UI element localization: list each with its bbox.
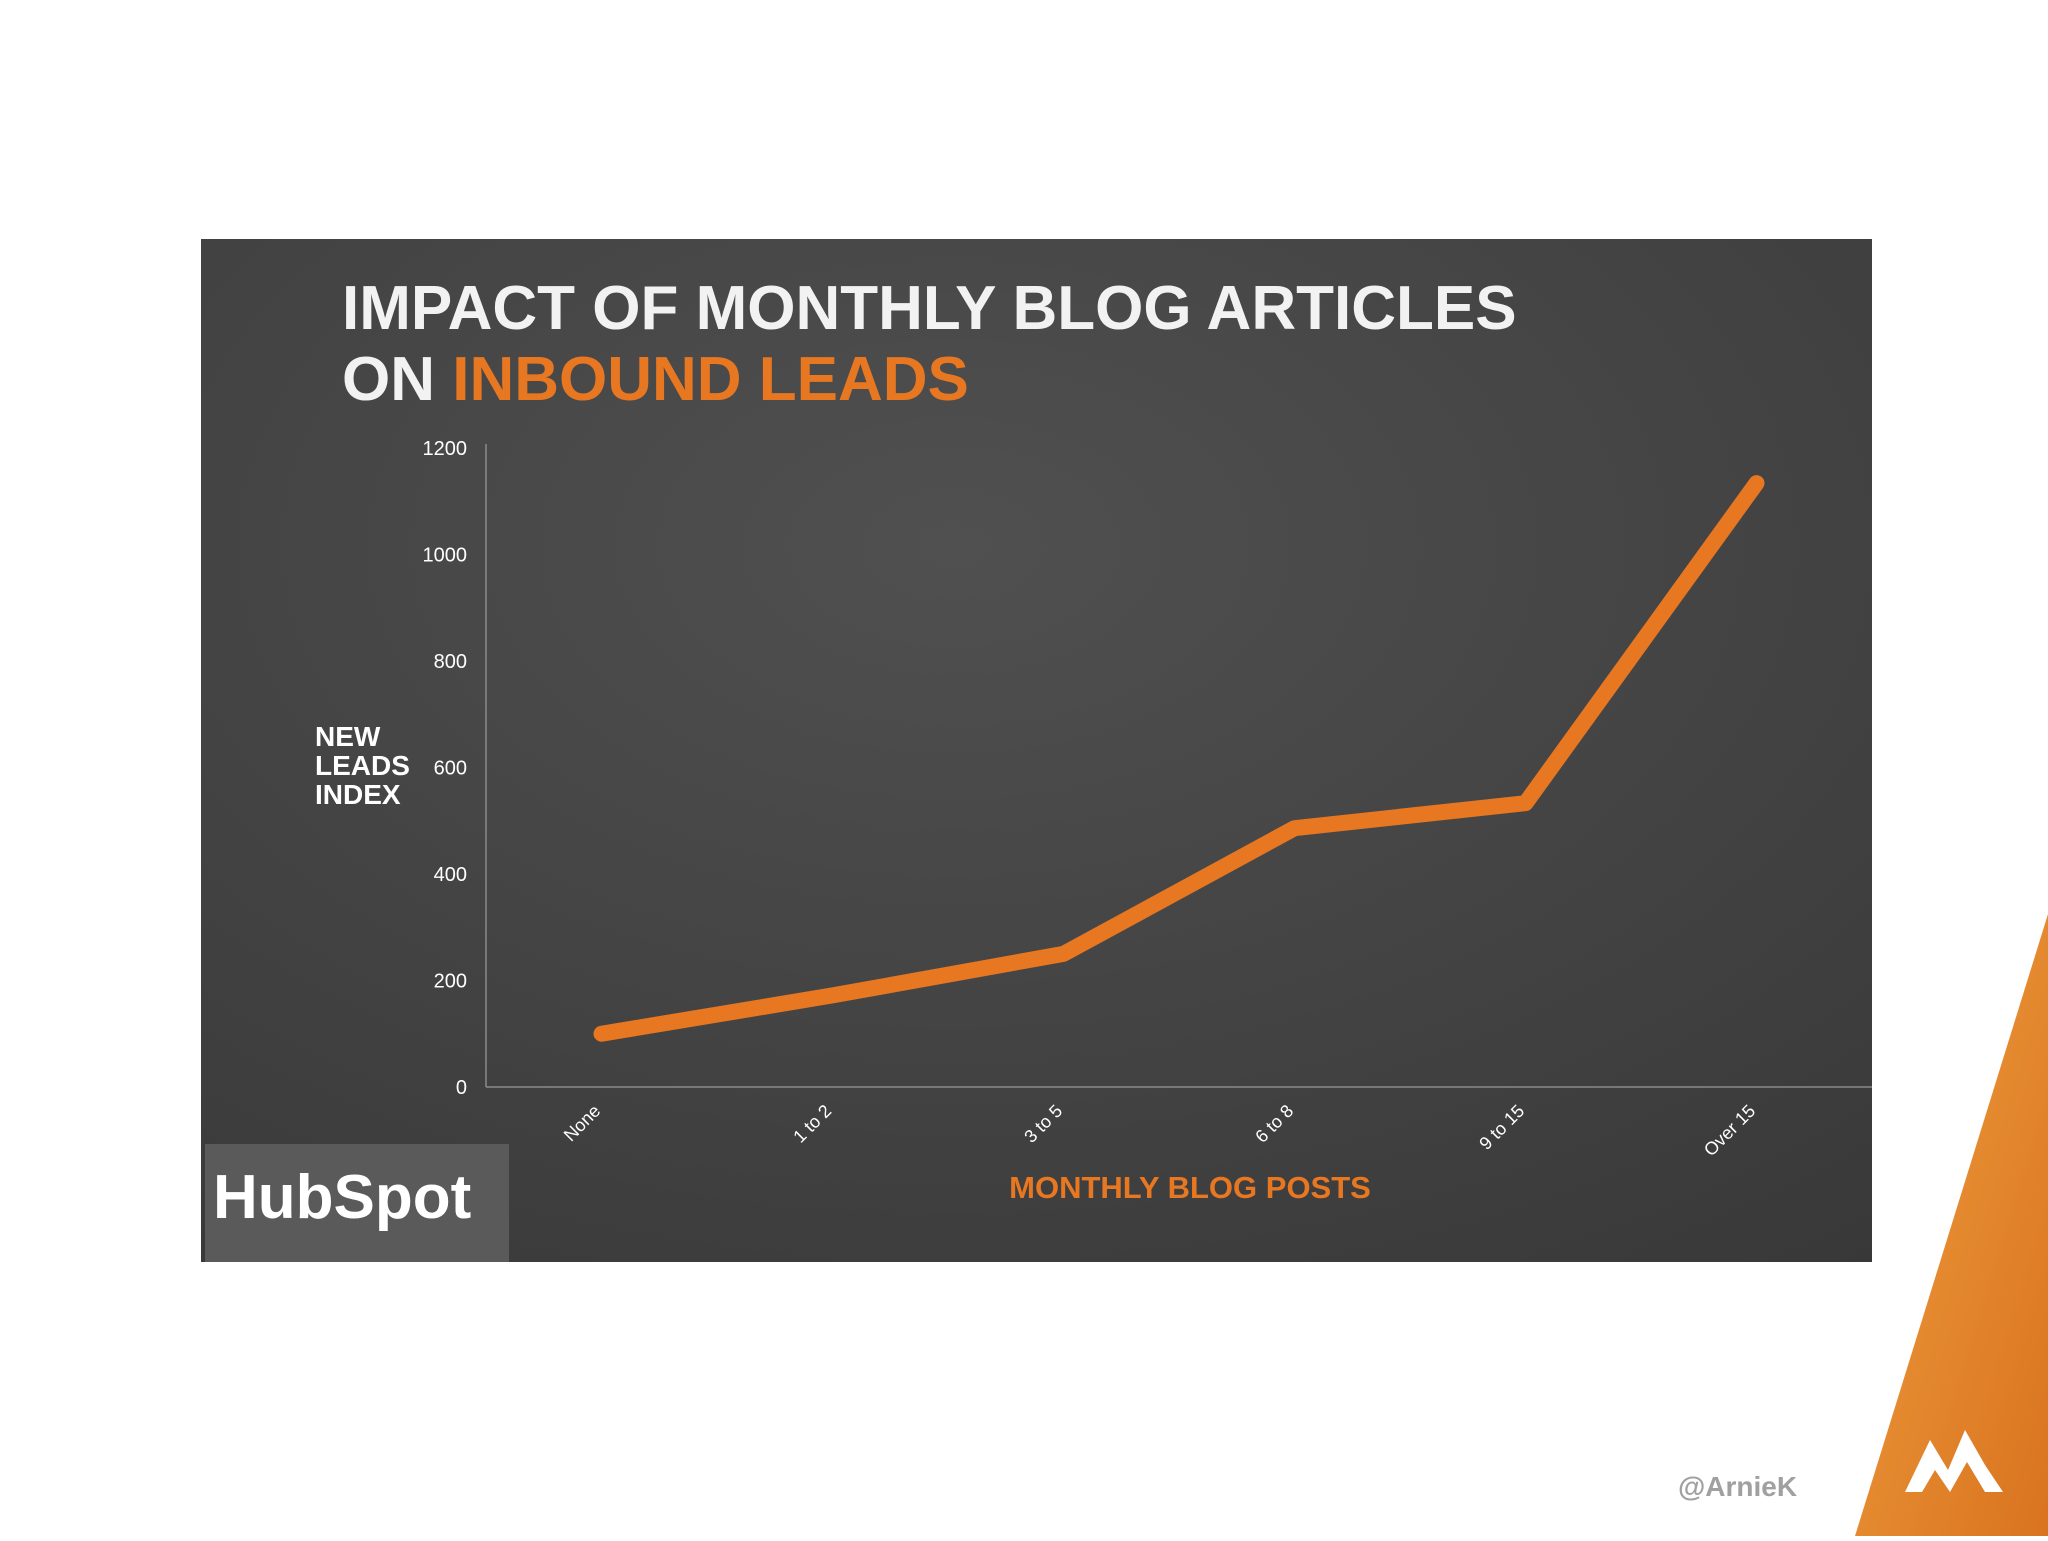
- y-tick-label: 1000: [423, 545, 468, 567]
- line-series: [593, 475, 1765, 1042]
- logo-text: HubSpot: [213, 1163, 471, 1232]
- title-line2: ON INBOUND LEADS: [342, 345, 969, 414]
- y-tick-label: 400: [434, 864, 467, 886]
- y-tick-label: 0: [456, 1077, 467, 1099]
- y-tick-label: 1200: [423, 438, 468, 460]
- y-tick-label: 200: [434, 971, 467, 993]
- y-axis-label: LEADS: [315, 750, 410, 781]
- y-tick-label: 600: [434, 758, 467, 780]
- x-axis-label: MONTHLY BLOG POSTS: [1009, 1170, 1371, 1205]
- title-prefix: ON: [342, 345, 435, 414]
- logo-box: [205, 1144, 509, 1262]
- chart-panel: [201, 239, 1872, 1262]
- title-line1: IMPACT OF MONTHLY BLOG ARTICLES: [342, 274, 1517, 343]
- corner-accent: [1855, 914, 2048, 1536]
- title-highlight: INBOUND LEADS: [452, 345, 969, 414]
- y-tick-label: 800: [434, 651, 467, 673]
- handle: @ArnieK: [1678, 1471, 1797, 1502]
- corner-logo: [1905, 1430, 2003, 1492]
- y-axis-label: NEW: [315, 721, 381, 752]
- y-axis-label: INDEX: [315, 779, 401, 810]
